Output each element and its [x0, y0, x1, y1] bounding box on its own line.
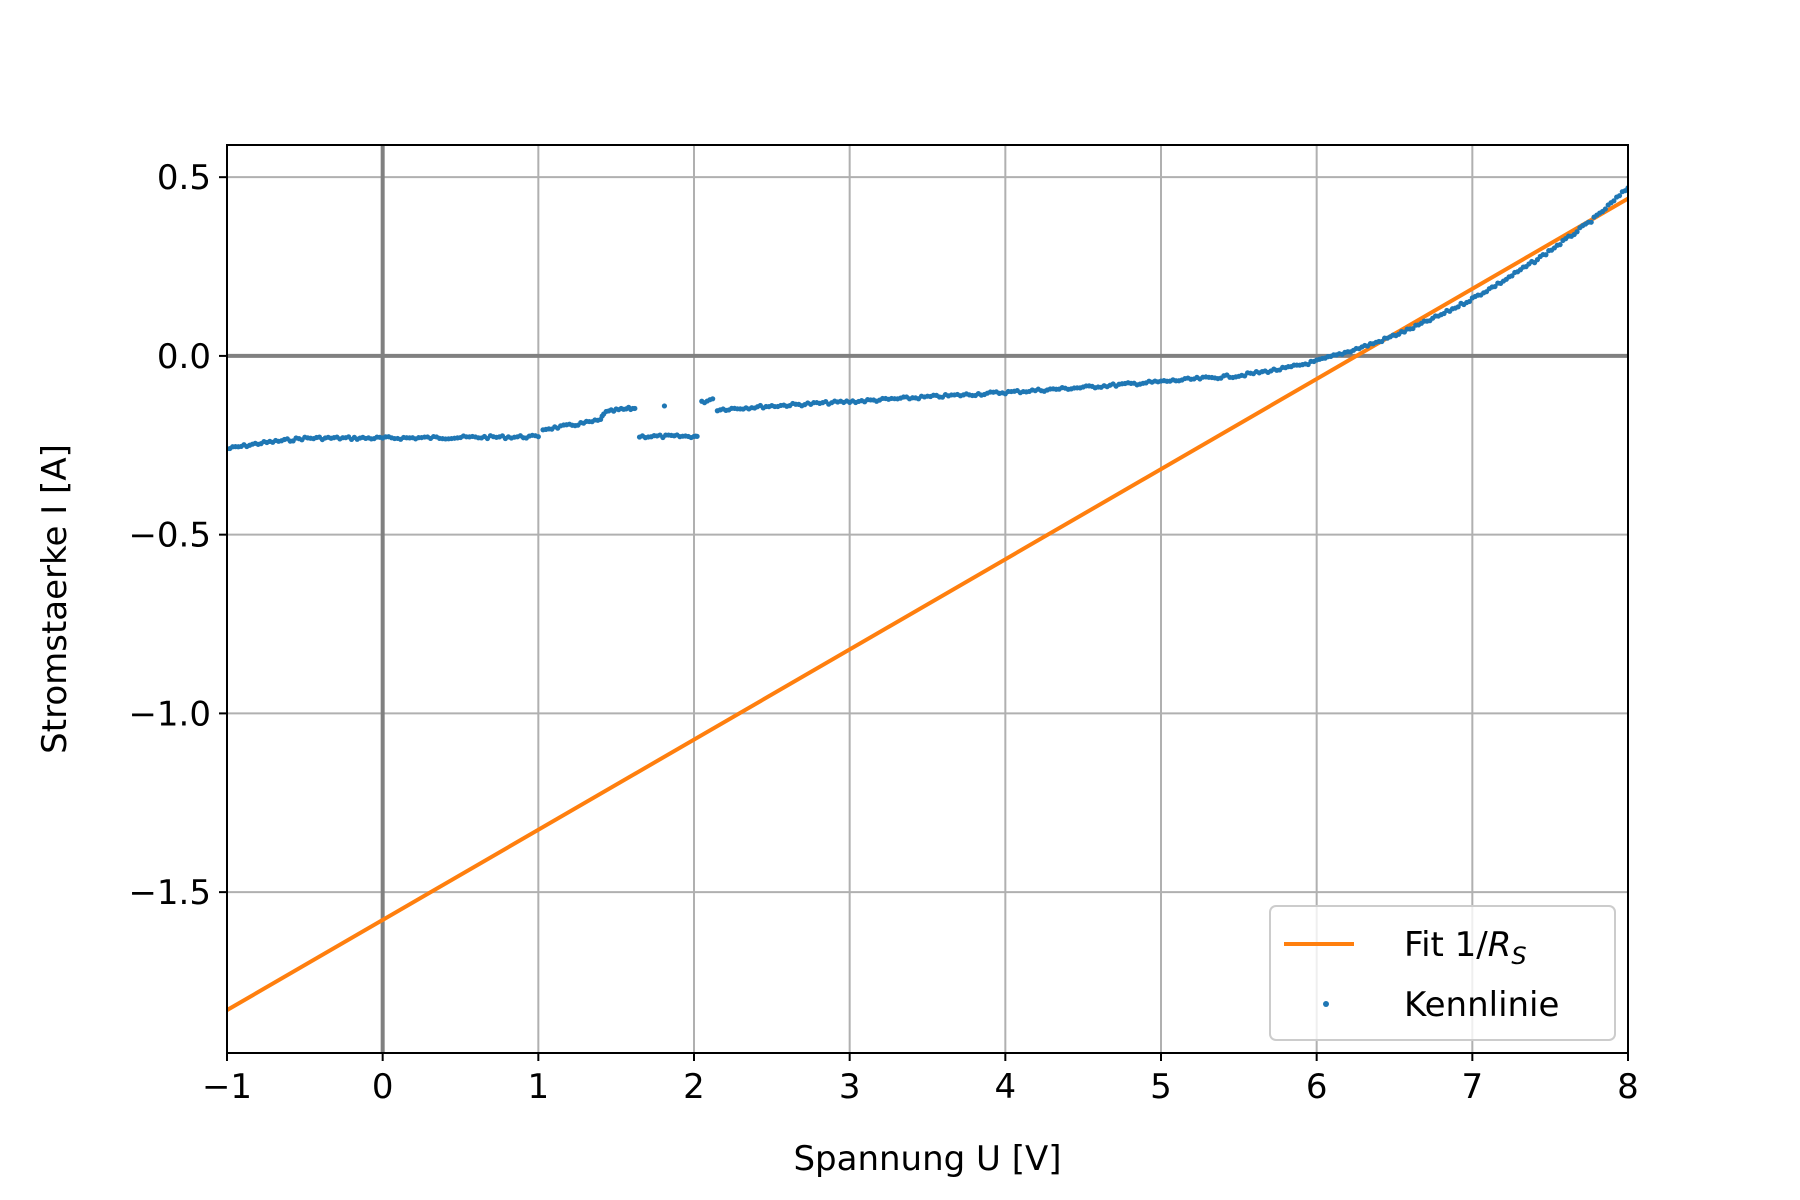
- kennlinie-point: [1574, 229, 1580, 235]
- y-tick-label: 0.5: [157, 158, 211, 198]
- x-tick-label: 7: [1462, 1067, 1484, 1107]
- x-tick-label: 3: [839, 1067, 861, 1107]
- kennlinie-point: [1602, 206, 1608, 212]
- legend-fit-var: R: [1488, 925, 1512, 965]
- y-axis-label: Stromstaerke I [A]: [35, 444, 75, 754]
- y-axis: 0.5 0.0 −0.5 −1.0 −1.5: [128, 158, 227, 913]
- y-tick-label: −1.0: [128, 694, 211, 734]
- kennlinie-point: [661, 403, 668, 409]
- legend: Fit 1/RS Kennlinie: [1269, 905, 1616, 1041]
- kennlinie-point: [1455, 304, 1461, 310]
- x-tick-label: 4: [995, 1067, 1017, 1107]
- legend-box: [1269, 905, 1616, 1041]
- x-tick-label: 8: [1617, 1067, 1639, 1107]
- legend-fit-sub: S: [1511, 942, 1526, 970]
- legend-kennlinie-swatch: [1323, 1001, 1329, 1007]
- kennlinie-point: [710, 396, 716, 402]
- y-tick-label: 0.0: [157, 337, 211, 377]
- kennlinie-point: [1557, 242, 1563, 248]
- x-tick-label: 0: [372, 1067, 394, 1107]
- kennlinie-point: [1611, 198, 1617, 204]
- kennlinie-point: [1543, 252, 1549, 258]
- plot-frame: [226, 144, 1629, 1054]
- x-tick-label: 1: [528, 1067, 550, 1107]
- kennlinie-series: [227, 185, 1628, 452]
- x-axis: −1 0 1 2 3 4 5 6 7 8: [202, 1053, 1639, 1107]
- kennlinie-point: [632, 405, 638, 412]
- kennlinie-point: [1466, 298, 1473, 305]
- legend-fit-main: Fit 1/: [1404, 925, 1488, 965]
- y-tick-label: −0.5: [128, 516, 211, 556]
- x-axis-label: Spannung U [V]: [793, 1139, 1061, 1179]
- x-tick-label: 2: [683, 1067, 705, 1107]
- x-tick-label: 6: [1306, 1067, 1328, 1107]
- x-tick-label: 5: [1150, 1067, 1172, 1107]
- kennlinie-point: [1379, 338, 1385, 345]
- zero-lines: [227, 145, 1628, 1053]
- legend-kennlinie-label: Kennlinie: [1404, 985, 1559, 1025]
- kennlinie-point: [694, 433, 700, 439]
- kennlinie-point: [1616, 193, 1623, 199]
- y-tick-label: −1.5: [128, 873, 211, 913]
- legend-fit-label: Fit 1/RS: [1404, 925, 1527, 970]
- kennlinie-point: [535, 434, 541, 440]
- kennlinie-point: [1509, 273, 1515, 279]
- kennlinie-point: [1588, 219, 1594, 225]
- x-tick-label: −1: [202, 1067, 252, 1107]
- kennlinie-point: [1492, 283, 1498, 290]
